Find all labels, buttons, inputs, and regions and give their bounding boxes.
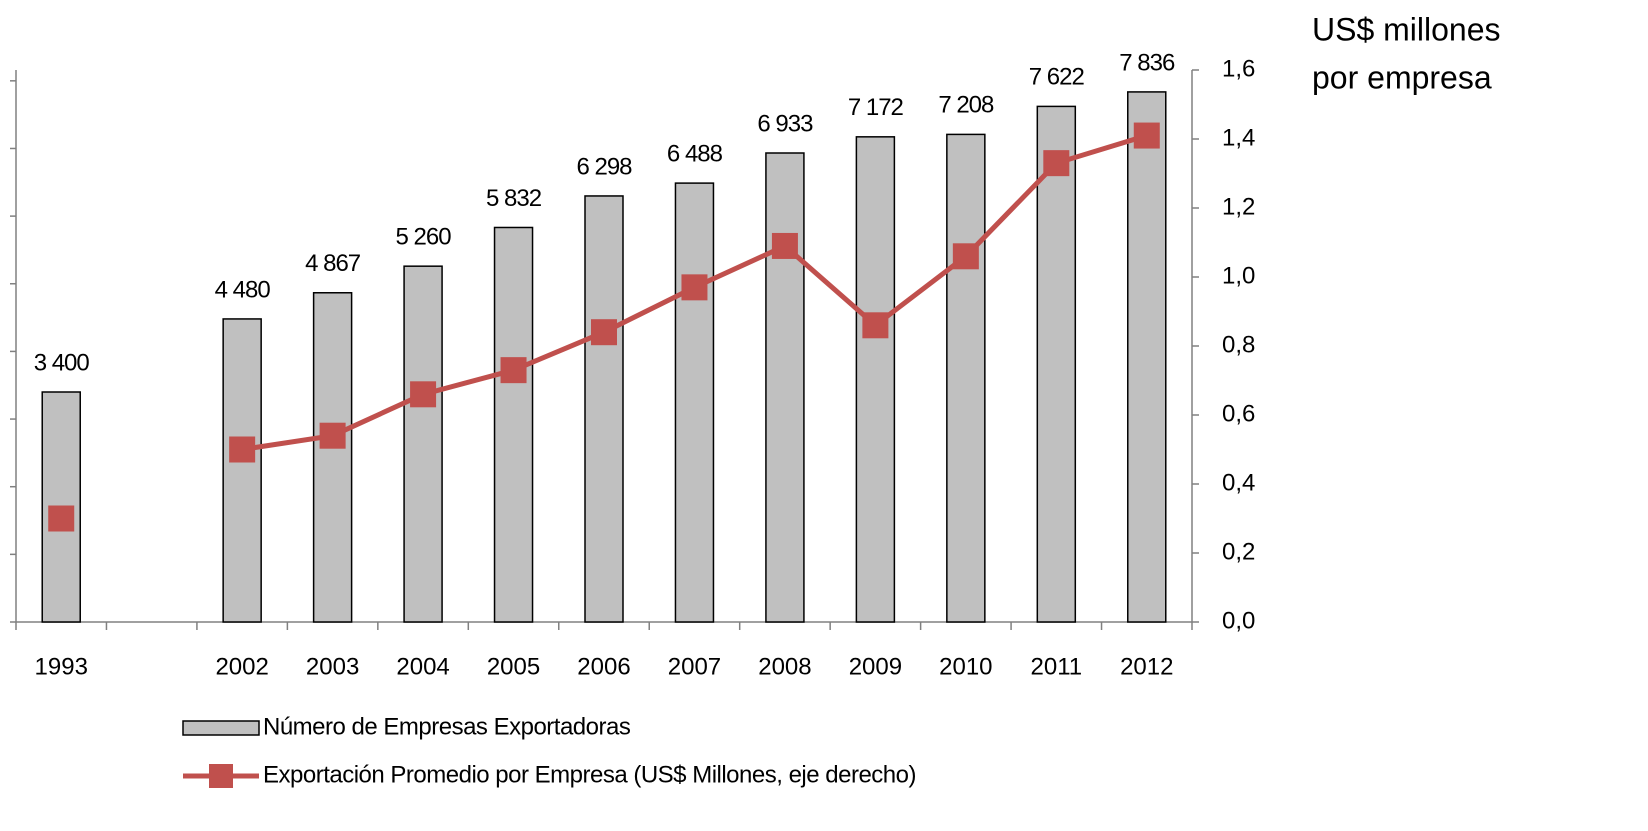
y2-tick-label: 1,0 <box>1222 262 1255 289</box>
data-label: 5 832 <box>486 185 542 212</box>
bar <box>222 318 262 623</box>
bar <box>946 133 986 623</box>
data-label: 4 480 <box>215 276 271 303</box>
y2-tick-label: 1,6 <box>1222 55 1255 82</box>
line-marker <box>1133 122 1160 149</box>
x-tick-label: 2010 <box>939 653 992 680</box>
legend-swatch <box>182 720 260 736</box>
y2-axis-title: por empresa <box>1312 59 1492 95</box>
line-marker <box>591 319 617 346</box>
data-label: 5 260 <box>396 224 452 251</box>
legend-swatch <box>209 764 233 788</box>
legend-label: Número de Empresas Exportadoras <box>263 713 631 740</box>
x-tick-label: 2009 <box>849 653 902 680</box>
x-tick-label: 2006 <box>577 653 630 680</box>
bar <box>674 182 715 623</box>
data-label: 7 208 <box>938 92 994 119</box>
bar <box>403 265 443 623</box>
y2-tick-label: 0,0 <box>1222 607 1255 634</box>
line-marker <box>681 274 708 301</box>
x-tick-label: 2011 <box>1031 653 1083 680</box>
line-marker <box>319 422 346 449</box>
y2-axis-title: US$ millones <box>1312 11 1501 47</box>
data-label: 6 933 <box>757 110 813 137</box>
y2-tick-label: 0,6 <box>1222 400 1255 427</box>
y2-tick-label: 1,2 <box>1222 193 1255 220</box>
line-marker <box>771 232 798 259</box>
bar <box>312 292 353 623</box>
x-tick-label: 2008 <box>758 653 811 680</box>
line-marker <box>410 381 437 408</box>
data-label: 4 867 <box>305 250 361 277</box>
data-label: 6 298 <box>576 153 632 180</box>
bar <box>584 195 624 623</box>
y2-tick-label: 0,2 <box>1222 538 1255 565</box>
data-label: 7 836 <box>1119 49 1175 76</box>
bar <box>765 152 805 623</box>
x-tick-label: 2005 <box>487 653 540 680</box>
line-marker <box>952 243 979 270</box>
y2-tick-label: 1,4 <box>1222 124 1255 151</box>
x-tick-label: 2012 <box>1120 653 1173 680</box>
line-marker <box>862 312 889 339</box>
y2-tick-label: 0,4 <box>1222 469 1255 496</box>
y2-tick-label: 0,8 <box>1222 331 1255 358</box>
data-label: 3 400 <box>34 349 90 376</box>
x-tick-label: 2007 <box>668 653 721 680</box>
x-tick-label: 2003 <box>306 653 359 680</box>
bar <box>1036 105 1077 623</box>
data-label: 7 172 <box>848 94 904 121</box>
line-marker <box>500 357 527 384</box>
line-marker <box>229 436 256 463</box>
data-label: 7 622 <box>1029 64 1085 91</box>
x-tick-label: 2002 <box>215 653 268 680</box>
bar <box>1127 91 1167 623</box>
bar <box>855 136 896 623</box>
line-marker <box>1043 150 1070 177</box>
legend-label: Exportación Promedio por Empresa (US$ Mi… <box>263 761 916 788</box>
x-tick-label: 2004 <box>396 653 449 680</box>
line-marker <box>48 505 75 532</box>
x-tick-label: 1993 <box>35 653 88 680</box>
bar <box>493 226 534 623</box>
data-label: 6 488 <box>667 140 723 167</box>
